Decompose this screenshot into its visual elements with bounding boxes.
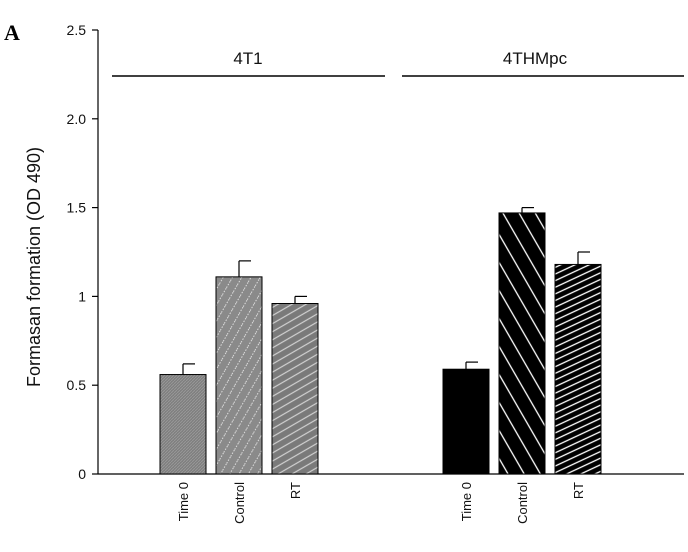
category-label: RT xyxy=(571,482,586,499)
bar-4t1-control xyxy=(215,276,263,475)
group-label: 4THMpc xyxy=(503,49,568,68)
y-tick-label: 1 xyxy=(78,288,86,304)
bar-4thmpc-time-0 xyxy=(442,368,490,475)
category-label: Time 0 xyxy=(459,482,474,521)
category-labels: Time 0 Control RT Time 0 Control RT xyxy=(176,482,586,524)
panel-letter: A xyxy=(4,20,20,45)
group-headers: 4T1 4THMpc xyxy=(112,49,684,77)
bars xyxy=(159,207,602,475)
bar-4thmpc-rt xyxy=(554,263,602,475)
y-tick-label: 0 xyxy=(78,466,86,482)
y-axis-label: Formasan formation (OD 490) xyxy=(24,147,44,387)
category-label: Control xyxy=(232,482,247,524)
y-tick-label: 2.0 xyxy=(67,111,87,127)
y-tick-label: 0.5 xyxy=(67,377,87,393)
y-tick-label: 2.5 xyxy=(67,22,87,38)
category-label: Time 0 xyxy=(176,482,191,521)
bar-4t1-time-0 xyxy=(159,374,207,475)
category-label: RT xyxy=(288,482,303,499)
bar-4t1-rt xyxy=(271,303,319,475)
group-label: 4T1 xyxy=(233,49,262,68)
bar-4thmpc-control xyxy=(498,212,546,475)
y-tick-label: 1.5 xyxy=(67,200,87,216)
category-label: Control xyxy=(515,482,530,524)
y-ticks: 0 0.5 1 1.5 2.0 2.5 xyxy=(67,22,98,482)
